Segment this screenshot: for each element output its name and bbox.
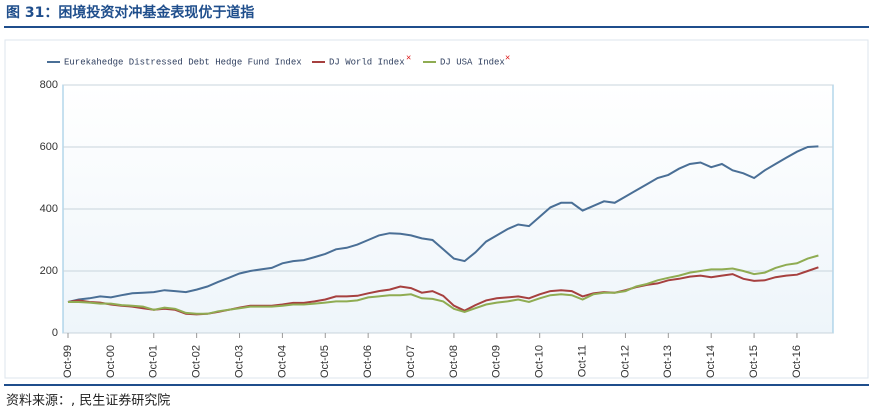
legend-label: Eurekahedge Distressed Debt Hedge Fund I… [64,57,302,67]
series-line [67,145,819,303]
x-tick-label: Oct-14 [705,345,717,378]
x-tick-label: Oct-11 [576,345,588,377]
y-tick-label: 200 [40,265,58,277]
x-tick-label: Oct-13 [662,345,674,378]
x-tick-label: Oct-10 [534,345,546,378]
x-tick-label: Oct-02 [191,345,203,378]
x-tick-label: Oct-05 [319,345,331,378]
source-note: 资料来源：, 民生证券研究院 [6,393,170,409]
y-tick-label: 400 [40,203,58,215]
x-tick-label: Oct-09 [491,345,503,378]
x-tick-label: Oct-99 [62,345,74,378]
x-tick-label: Oct-12 [619,345,631,378]
x-tick-label: Oct-16 [791,345,803,378]
x-tick-label: Oct-08 [448,345,460,378]
chart-title: 图 31：困境投资对冲基金表现优于道指 [6,4,254,21]
y-tick-label: 800 [40,79,58,91]
y-tick-label: 600 [40,141,58,153]
legend-label: DJ World Index [329,57,405,67]
x-tick-label: Oct-07 [405,345,417,378]
x-tick-label: Oct-00 [105,345,117,378]
x-tick-label: Oct-01 [148,345,160,378]
y-tick-label: 0 [52,327,58,339]
legend-remove: × [505,52,510,62]
legend-label: DJ USA Index [440,57,505,67]
x-tick-label: Oct-06 [362,345,374,378]
series-line [68,254,819,315]
x-tick-label: Oct-15 [748,345,760,378]
x-tick-label: Oct-03 [233,345,245,378]
legend-remove: × [406,52,411,62]
x-tick-label: Oct-04 [276,345,288,378]
